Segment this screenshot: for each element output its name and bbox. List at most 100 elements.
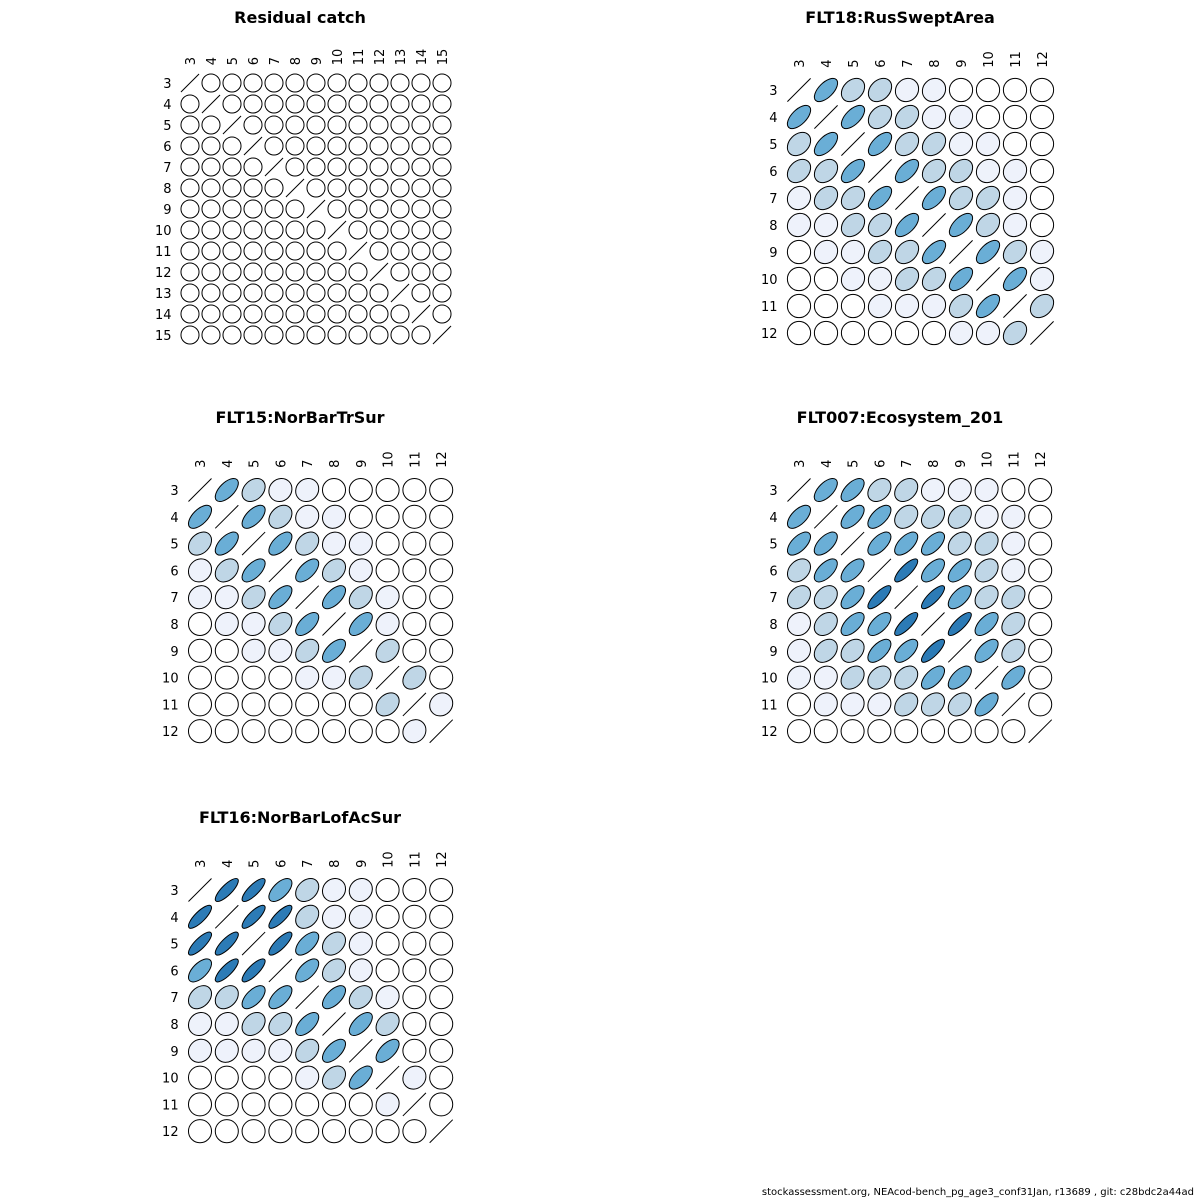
correlation-ellipse (786, 585, 812, 610)
correlation-ellipse (894, 692, 919, 717)
footer-text: stockassessment.org, NEAcod-bench_pg_age… (761, 1187, 1194, 1198)
correlation-ellipse (348, 178, 368, 198)
row-label: 4 (163, 98, 171, 113)
correlation-ellipse (348, 1065, 373, 1090)
correlation-ellipse (921, 104, 947, 130)
correlation-ellipse (187, 585, 213, 610)
diagonal-mark (1003, 294, 1027, 318)
correlation-ellipse (327, 94, 347, 114)
correlation-ellipse (920, 477, 946, 503)
correlation-ellipse (1029, 212, 1055, 238)
correlation-ellipse (813, 185, 839, 211)
diagonal-mark (214, 504, 239, 529)
column-label: 3 (184, 57, 199, 65)
column-label: 12 (1036, 51, 1051, 68)
correlation-ellipse (920, 665, 946, 690)
correlation-ellipse (306, 220, 326, 240)
correlation-ellipse (327, 241, 347, 261)
correlation-ellipse (201, 262, 221, 282)
correlation-ellipse (840, 638, 865, 663)
correlation-ellipse (306, 157, 326, 177)
row-label: 6 (769, 165, 777, 180)
correlation-ellipse (867, 266, 893, 292)
correlation-ellipse (348, 1011, 373, 1037)
correlation-ellipse (214, 585, 239, 610)
correlation-ellipse (786, 665, 812, 690)
correlation-ellipse (348, 262, 368, 282)
correlation-ellipse (432, 241, 452, 261)
correlation-ellipse (241, 558, 266, 583)
correlation-ellipse (321, 504, 347, 529)
correlation-ellipse (402, 558, 427, 583)
correlation-ellipse (867, 185, 893, 211)
correlation-ellipse (411, 262, 431, 282)
correlation-ellipse (214, 611, 239, 637)
correlation-ellipse (840, 611, 865, 637)
row-label: 15 (155, 329, 172, 344)
correlation-ellipse (187, 504, 213, 529)
row-label: 5 (170, 938, 178, 953)
correlation-ellipse (813, 158, 839, 184)
correlation-ellipse (321, 665, 347, 690)
correlation-ellipse (840, 692, 865, 717)
correlation-panel: FLT18:RusSweptArea 3 4 5 6 7 8 9 10 11 12 3 4 5 6 7 8 9 10… (761, 8, 1055, 346)
diagonal-mark (306, 199, 326, 219)
column-label: 12 (1034, 451, 1049, 468)
correlation-ellipse (1029, 104, 1055, 130)
correlation-ellipse (921, 131, 947, 157)
correlation-ellipse (187, 931, 213, 956)
correlation-ellipse (1028, 531, 1053, 556)
correlation-ellipse (222, 157, 242, 177)
correlation-ellipse (375, 504, 400, 529)
correlation-ellipse (187, 1092, 213, 1117)
correlation-ellipse (348, 558, 373, 583)
correlation-ellipse (948, 320, 974, 346)
correlation-ellipse (243, 304, 263, 324)
column-label: 12 (435, 851, 450, 868)
correlation-ellipse (411, 220, 431, 240)
column-label: 3 (793, 59, 808, 67)
correlation-ellipse (947, 611, 972, 637)
correlation-ellipse (321, 931, 347, 956)
correlation-ellipse (268, 1119, 293, 1144)
correlation-ellipse (786, 638, 812, 663)
column-label: 6 (274, 460, 289, 468)
row-label: 13 (155, 287, 172, 302)
correlation-ellipse (295, 1092, 320, 1117)
column-label: 9 (310, 57, 325, 65)
correlation-ellipse (867, 104, 893, 130)
correlation-ellipse (348, 199, 368, 219)
correlation-ellipse (369, 325, 389, 345)
column-label: 5 (248, 860, 263, 868)
correlation-ellipse (295, 638, 320, 663)
correlation-ellipse (321, 558, 347, 583)
correlation-ellipse (241, 985, 266, 1010)
correlation-ellipse (180, 115, 200, 135)
column-label: 3 (194, 460, 209, 468)
correlation-ellipse (813, 531, 838, 556)
row-label: 11 (162, 698, 179, 713)
correlation-ellipse (840, 665, 865, 690)
row-label: 11 (761, 300, 778, 315)
column-label: 6 (247, 57, 262, 65)
correlation-ellipse (321, 1065, 347, 1090)
correlation-ellipse (867, 293, 893, 319)
diagonal-mark (180, 73, 200, 93)
correlation-ellipse (429, 931, 454, 956)
correlation-ellipse (894, 212, 920, 238)
correlation-ellipse (369, 283, 389, 303)
correlation-ellipse (1028, 638, 1053, 663)
correlation-ellipse (432, 220, 452, 240)
correlation-ellipse (411, 73, 431, 93)
correlation-ellipse (840, 212, 866, 238)
correlation-ellipse (327, 262, 347, 282)
correlation-ellipse (786, 719, 812, 744)
correlation-ellipse (402, 531, 427, 556)
correlation-ellipse (894, 665, 919, 690)
correlation-ellipse (894, 719, 919, 744)
correlation-ellipse (214, 665, 239, 690)
diagonal-mark (390, 283, 410, 303)
correlation-ellipse (187, 1011, 213, 1037)
column-label: 7 (900, 460, 915, 468)
